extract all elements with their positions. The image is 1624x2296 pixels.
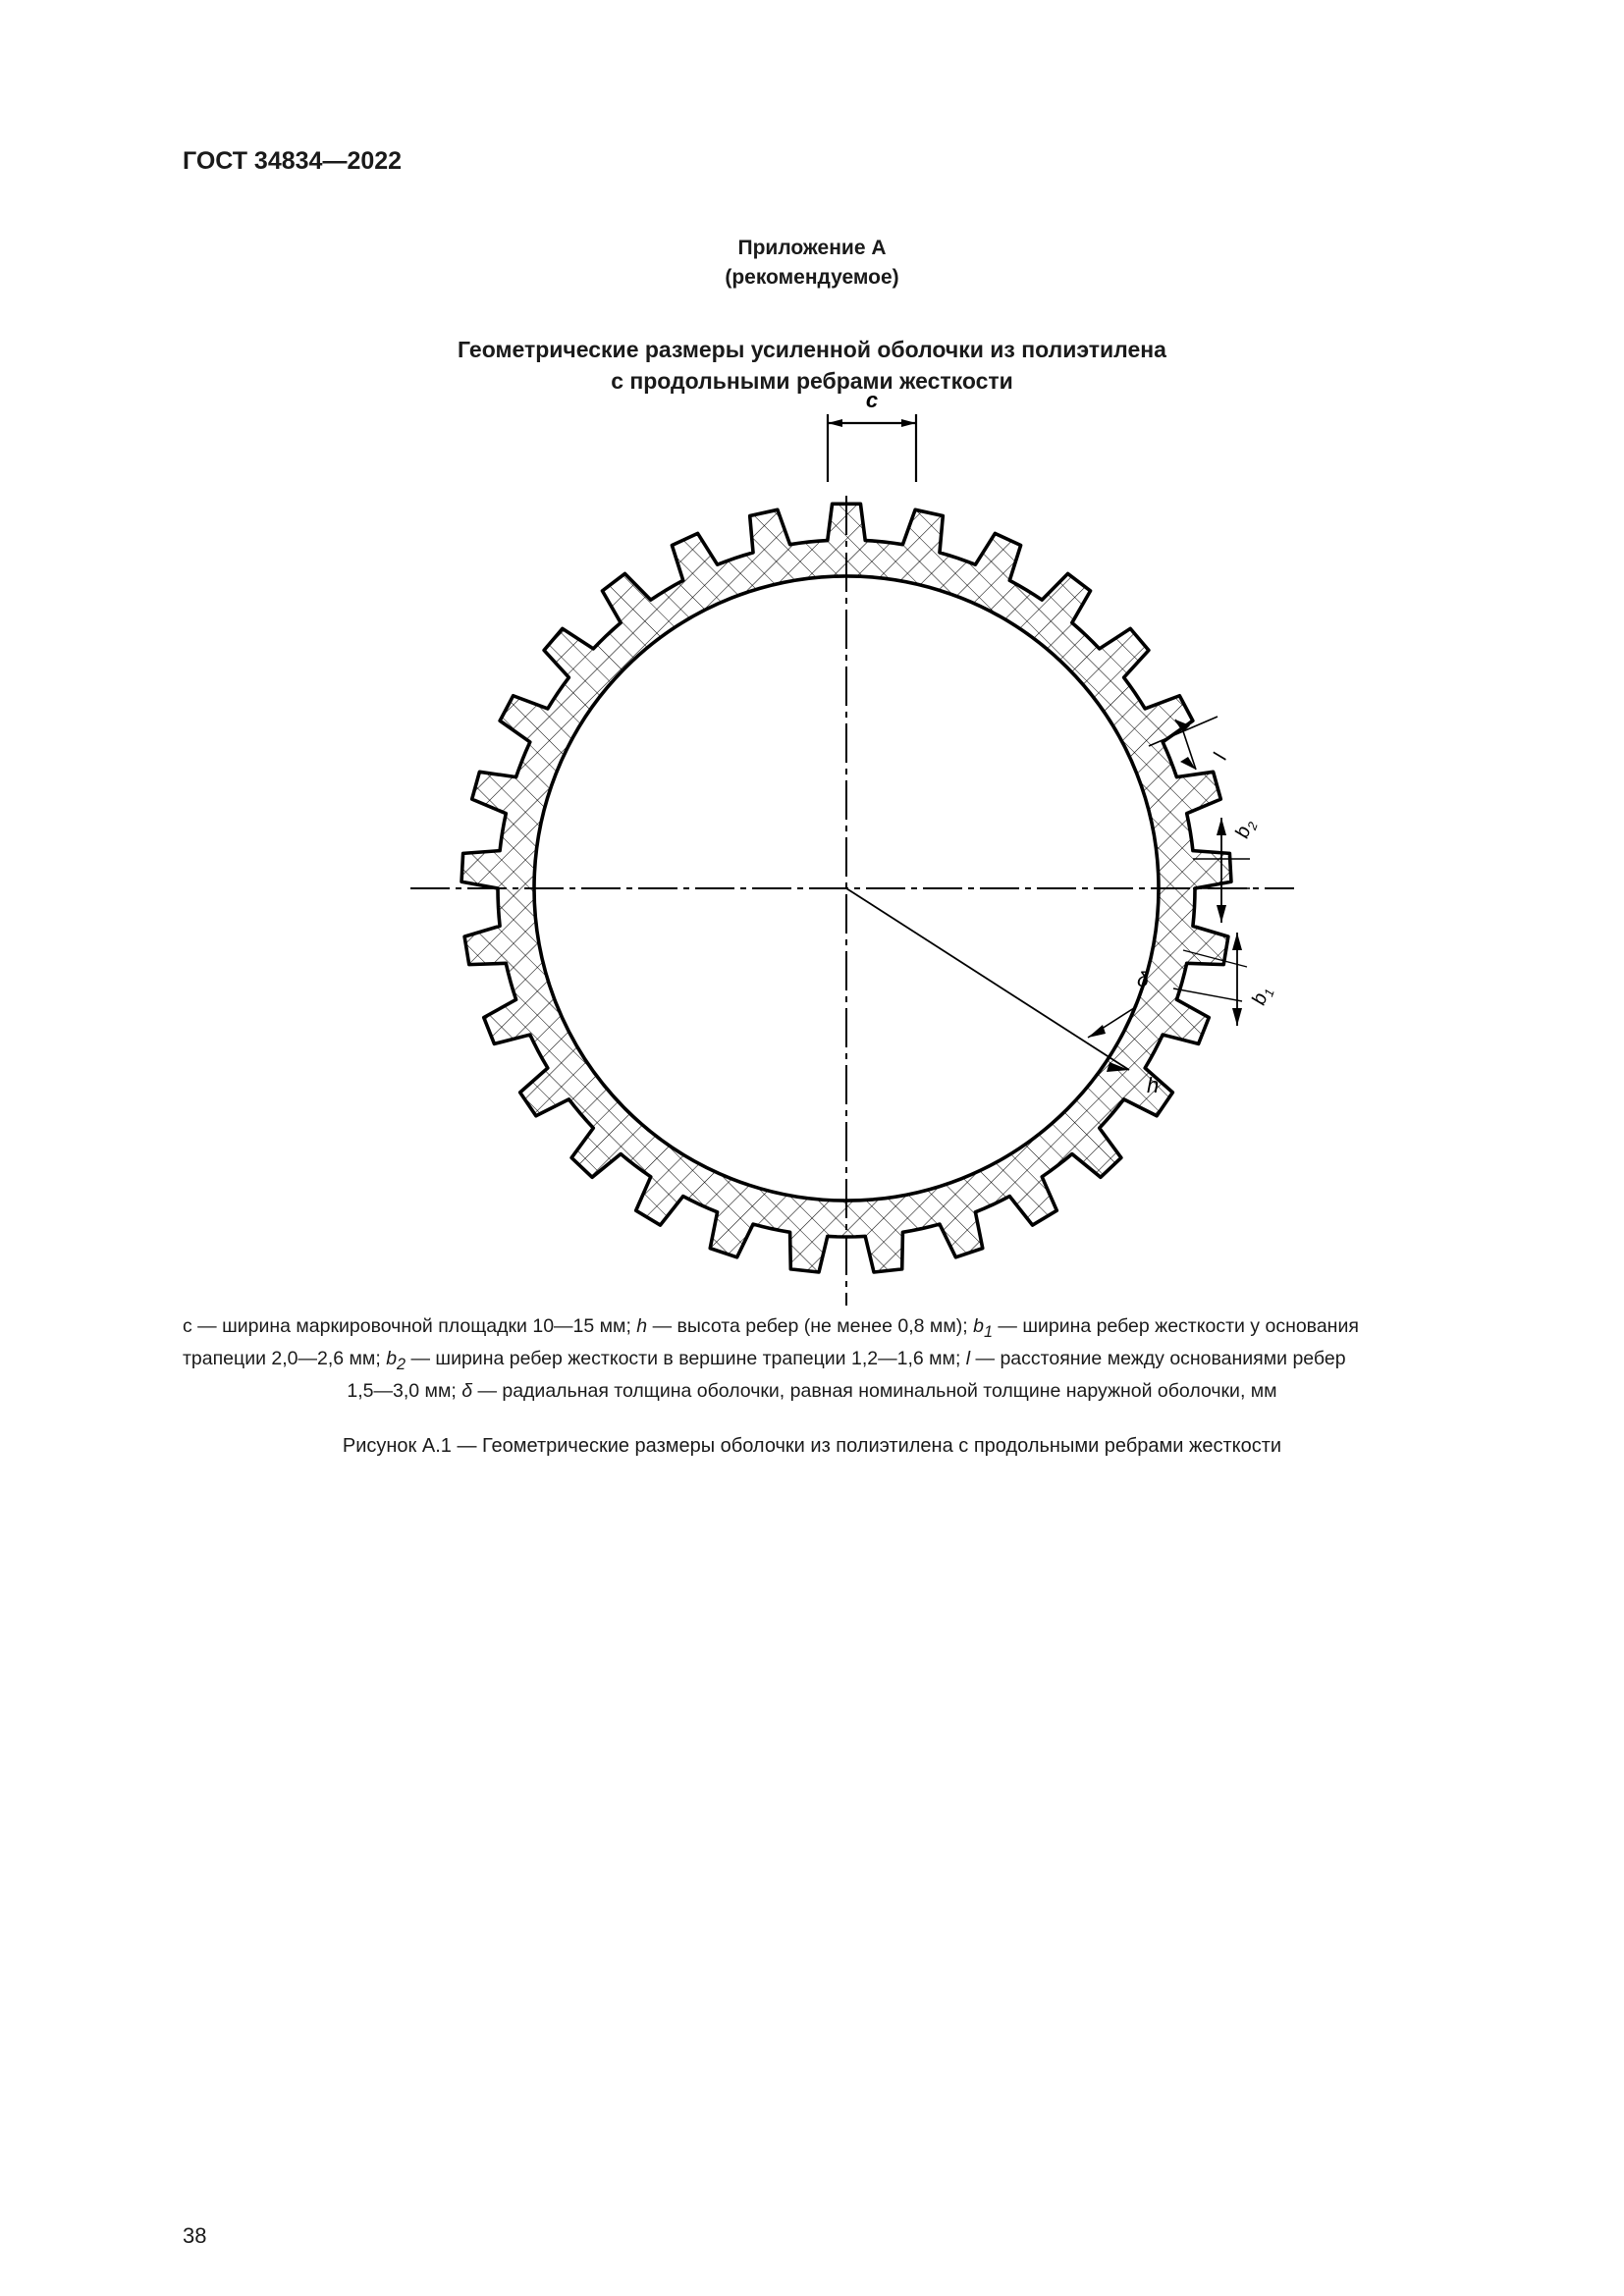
svg-text:δ: δ — [1137, 969, 1149, 991]
svg-text:b1: b1 — [1248, 984, 1277, 1009]
svg-text:c: c — [866, 388, 878, 412]
svg-text:h: h — [1147, 1073, 1159, 1097]
svg-text:b2: b2 — [1231, 816, 1261, 842]
svg-text:l: l — [1210, 750, 1231, 762]
